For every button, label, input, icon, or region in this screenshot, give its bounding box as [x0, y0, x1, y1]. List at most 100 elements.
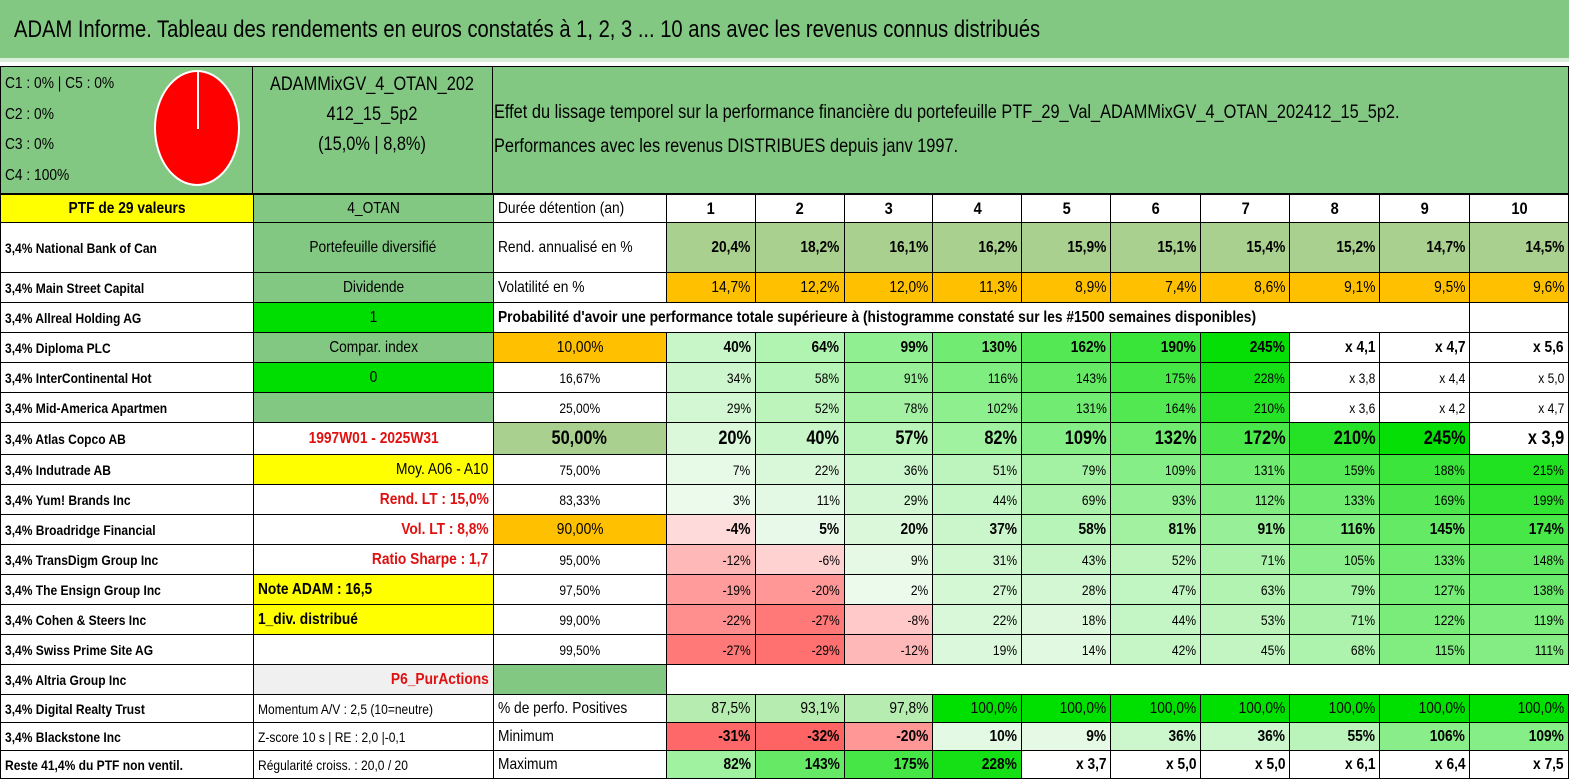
- holding-name-text: 3,4% Broadridge Financial: [5, 521, 156, 538]
- probability-value-text: x 3,8: [1349, 369, 1376, 386]
- min-value: 55%: [1289, 722, 1381, 751]
- table-row: 3,4% Yum! Brands Inc Rend. LT : 15,0% 83,3…: [0, 484, 1569, 515]
- table-row: PTF de 29 valeurs 4_OTAN Durée détention (…: [0, 194, 1569, 223]
- probability-value: -22%: [665, 604, 756, 635]
- table-row: 3,4% The Ensign Group Inc Note ADAM : 16,…: [0, 574, 1569, 605]
- holding-name: 3,4% Cohen & Steers Inc: [0, 604, 254, 635]
- probability-value: 132%: [1110, 422, 1202, 455]
- min-value-text: 36%: [1168, 727, 1197, 745]
- probability-value: 58%: [754, 362, 845, 393]
- probability-value: 37%: [932, 514, 1023, 545]
- probability-value: 2%: [843, 574, 934, 605]
- info-cell-text: 0: [369, 368, 378, 386]
- probability-value: 245%: [1379, 422, 1471, 455]
- probability-value: 5%: [754, 514, 845, 545]
- probability-value-text: x 4,2: [1439, 399, 1466, 416]
- probability-value-text: -19%: [722, 581, 751, 598]
- vol-value: 11,3%: [932, 272, 1023, 303]
- year-header-text: 1: [706, 198, 715, 218]
- info-cell: 1_div. distribué: [252, 604, 494, 635]
- min-value: 106%: [1379, 722, 1471, 751]
- info-cell: Régularité croiss. : 20,0 / 20: [252, 750, 494, 779]
- probability-value: 102%: [932, 392, 1023, 423]
- probability-value: 14%: [1021, 634, 1112, 665]
- holding-name: 3,4% Blackstone Inc: [0, 722, 254, 751]
- vol-label: Volatilité en %: [492, 272, 667, 303]
- year-header: 1: [665, 194, 756, 223]
- probability-value: 174%: [1469, 514, 1569, 545]
- holding-name: 3,4% Altria Group Inc: [0, 664, 254, 695]
- probability-value: 64%: [754, 332, 845, 363]
- table-row: 3,4% Swiss Prime Site AG 99,50% -27% -29% -1…: [0, 634, 1569, 665]
- info-cell: Vol. LT : 8,8%: [252, 514, 494, 545]
- max-value: 143%: [754, 750, 845, 779]
- probability-threshold-text: 83,33%: [559, 491, 601, 508]
- probability-value-text: 78%: [904, 399, 929, 416]
- probability-value-text: 44%: [993, 491, 1018, 508]
- probability-value: 29%: [843, 484, 934, 515]
- probability-value-text: 162%: [1071, 338, 1107, 356]
- vol-value: 9,1%: [1289, 272, 1381, 303]
- holding-name-text: Reste 41,4% du PTF non ventil.: [5, 756, 183, 773]
- positive-value: 100,0%: [1110, 694, 1202, 723]
- probability-value-text: 215%: [1533, 461, 1564, 478]
- info-cell: 0: [252, 362, 494, 393]
- probability-value-text: 245%: [1423, 427, 1466, 449]
- year-header-text: 7: [1241, 198, 1250, 218]
- probability-value: 78%: [843, 392, 934, 423]
- year-header: 7: [1200, 194, 1291, 223]
- probability-value: 164%: [1110, 392, 1202, 423]
- probability-value: -20%: [754, 574, 845, 605]
- probability-label-text: Probabilité d'avoir une performance tota…: [497, 308, 1256, 326]
- table-row: 3,4% Mid-America Apartmen 25,00% 29% 52% 78%…: [0, 392, 1569, 423]
- probability-value: 42%: [1110, 634, 1202, 665]
- probability-threshold: 16,67%: [492, 362, 667, 393]
- probability-value: 20%: [665, 422, 756, 455]
- info-cell-text: Ratio Sharpe : 1,7: [372, 550, 489, 568]
- vol-value-text: 11,3%: [979, 278, 1018, 296]
- rend-value-text: 14,7%: [1426, 238, 1466, 256]
- vol-value-text: 8,6%: [1253, 278, 1286, 296]
- info-cell-text: 1_div. distribué: [257, 610, 358, 628]
- positive-value-text: 100,0%: [1328, 699, 1376, 717]
- probability-value-text: 99%: [900, 338, 929, 356]
- max-value: 228%: [932, 750, 1023, 779]
- year-header-text: 8: [1330, 198, 1339, 218]
- min-value-text: 9%: [1086, 727, 1107, 745]
- info-cell-text: Z-score 10 s | RE : 2,0 |-0,1: [257, 728, 406, 745]
- probability-value-text: 57%: [895, 427, 929, 449]
- positive-value-text: 87,5%: [711, 699, 751, 717]
- probability-value-text: 109%: [1165, 461, 1197, 478]
- probability-value-text: 91%: [1257, 520, 1286, 538]
- info-cell: Moy. A06 - A10: [252, 454, 494, 485]
- positive-value: 100,0%: [1289, 694, 1381, 723]
- max-label: Maximum: [492, 750, 667, 779]
- table-row: 3,4% InterContinental Hot 0 16,67% 34% 58% 91…: [0, 362, 1569, 393]
- probability-threshold: 50,00%: [492, 422, 667, 455]
- vol-value-text: 9,5%: [1433, 278, 1466, 296]
- strategy-label-text: 4_OTAN: [346, 199, 400, 217]
- probability-value: 210%: [1200, 392, 1291, 423]
- probability-value-text: 109%: [1064, 427, 1107, 449]
- max-value: 175%: [843, 750, 934, 779]
- table-row: 3,4% TransDigm Group Inc Ratio Sharpe : 1…: [0, 544, 1569, 575]
- min-label: Minimum: [492, 722, 667, 751]
- probability-value: -4%: [665, 514, 756, 545]
- probability-value-text: x 4,1: [1344, 338, 1376, 356]
- probability-value-text: 64%: [811, 338, 840, 356]
- positive-value: 93,1%: [754, 694, 845, 723]
- probability-value-text: 102%: [986, 399, 1018, 416]
- probability-value: 58%: [1021, 514, 1112, 545]
- positive-value-text: 100,0%: [1059, 699, 1107, 717]
- positive-value-text: 100,0%: [1517, 699, 1564, 717]
- min-value-text: -32%: [807, 727, 840, 745]
- probability-value-text: 7%: [733, 461, 751, 478]
- table-row: 3,4% Cohen & Steers Inc 1_div. distribué 9…: [0, 604, 1569, 635]
- probability-value-text: 131%: [1254, 461, 1286, 478]
- probability-label: Probabilité d'avoir une performance tota…: [492, 302, 1470, 333]
- info-cell-text: Dividende: [342, 278, 404, 296]
- vol-value-text: 8,9%: [1074, 278, 1107, 296]
- info-cell-text: Moy. A06 - A10: [396, 460, 489, 478]
- holding-name: 3,4% Indutrade AB: [0, 454, 254, 485]
- probability-threshold: 90,00%: [492, 514, 667, 545]
